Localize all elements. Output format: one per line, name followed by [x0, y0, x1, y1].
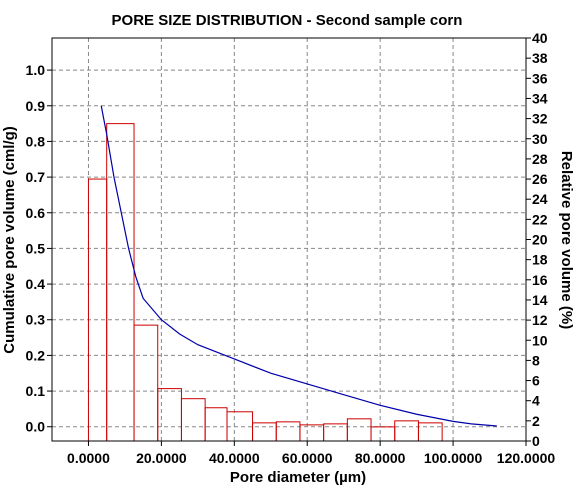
y2-tick-label: 4 — [532, 393, 540, 409]
cumulative-line — [100, 105, 497, 427]
y-tick-label: 0.2 — [26, 347, 46, 363]
y-axis-title: Cumulative pore volume (cml/g) — [1, 126, 18, 354]
y2-tick-label: 32 — [532, 111, 548, 127]
y2-tick-label: 26 — [532, 171, 548, 187]
y2-tick-label: 8 — [532, 352, 540, 368]
y2-tick-label: 2 — [532, 413, 540, 429]
y2-tick-label: 24 — [532, 191, 548, 207]
chart-title: PORE SIZE DISTRIBUTION - Second sample c… — [112, 12, 463, 29]
x-tick-label: 20.0000 — [136, 450, 187, 466]
tick-marks — [47, 37, 531, 446]
y2-tick-label: 16 — [532, 272, 548, 288]
y2-tick-label: 30 — [532, 131, 548, 147]
y2-tick-label: 34 — [532, 90, 548, 106]
y2-tick-label: 0 — [532, 433, 540, 449]
x-axis-title: Pore diameter (µm) — [230, 469, 366, 486]
x-tick-label: 120.0000 — [497, 450, 556, 466]
x-tick-label: 40.0000 — [209, 450, 260, 466]
y-tick-label: 1.0 — [26, 62, 46, 78]
y-tick-label: 0.5 — [26, 240, 46, 256]
y2-tick-label: 18 — [532, 252, 548, 268]
x-tick-label: 60.0000 — [282, 450, 333, 466]
y2-tick-label: 6 — [532, 373, 540, 389]
y-tick-label: 0.0 — [26, 419, 46, 435]
y-tick-label: 0.6 — [26, 205, 46, 221]
tick-labels: 0.0000 20.0000 40.0000 60.0000 80.0000 100.00… — [26, 30, 556, 466]
y2-tick-label: 22 — [532, 211, 548, 227]
grid-lines — [52, 38, 527, 441]
x-tick-label: 80.0000 — [355, 450, 406, 466]
y-tick-label: 0.7 — [26, 169, 46, 185]
x-tick-label: 100.0000 — [424, 450, 483, 466]
y-tick-label: 0.8 — [26, 133, 46, 149]
y2-tick-label: 36 — [532, 70, 548, 86]
y-tick-label: 0.3 — [26, 312, 46, 328]
y2-tick-label: 40 — [532, 30, 548, 46]
y2-tick-label: 10 — [532, 332, 548, 348]
y2-tick-label: 38 — [532, 50, 548, 66]
y2-axis-title: Relative pore volume (%) — [558, 151, 575, 329]
y2-tick-label: 28 — [532, 151, 548, 167]
y-tick-label: 0.1 — [26, 383, 46, 399]
y-tick-label: 0.9 — [26, 98, 46, 114]
y2-tick-label: 20 — [532, 232, 548, 248]
x-tick-label: 0.0000 — [67, 450, 110, 466]
y2-tick-label: 14 — [532, 292, 548, 308]
y-tick-label: 0.4 — [26, 276, 46, 292]
y2-tick-label: 12 — [532, 312, 548, 328]
cumulative-volume-line — [100, 105, 497, 427]
